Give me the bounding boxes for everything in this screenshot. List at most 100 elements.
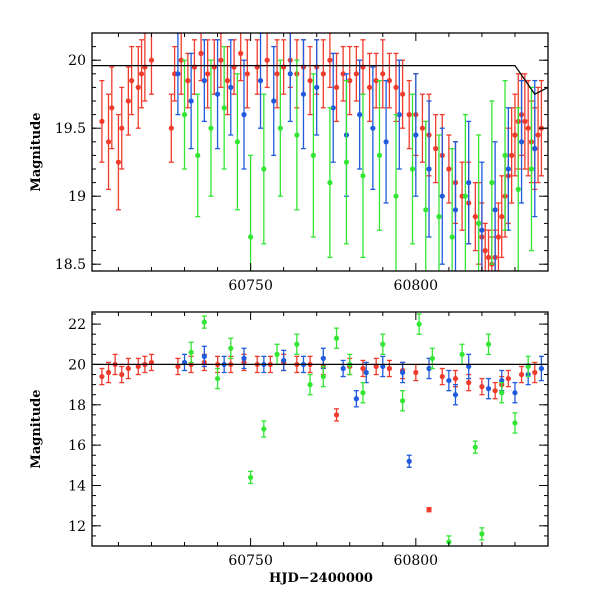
data-marker [479, 227, 485, 233]
red-point [479, 377, 485, 396]
data-marker [314, 84, 320, 90]
blue-point [353, 390, 359, 408]
blue-point [426, 100, 432, 238]
data-marker [218, 57, 224, 63]
data-marker [452, 392, 459, 398]
blue-point [452, 141, 459, 271]
data-marker [472, 214, 478, 220]
data-marker [307, 78, 313, 84]
data-marker [528, 166, 535, 172]
red-point [499, 175, 505, 259]
data-marker [466, 180, 472, 186]
green-point [499, 381, 505, 404]
data-marker [485, 386, 492, 392]
data-marker [333, 84, 340, 90]
green-point [528, 86, 535, 252]
red-point [333, 52, 340, 123]
data-marker [248, 234, 254, 240]
y-ticks [92, 313, 548, 547]
data-marker [502, 152, 508, 158]
data-marker [452, 375, 459, 382]
data-marker [277, 125, 283, 131]
data-marker [386, 78, 392, 84]
data-marker [512, 420, 518, 426]
blue-point [380, 355, 386, 378]
data-marker [393, 84, 399, 90]
data-marker [518, 371, 525, 378]
data-marker [449, 234, 455, 240]
data-marker [360, 365, 366, 372]
data-marker [426, 166, 432, 172]
data-marker [257, 78, 264, 84]
red-point [413, 363, 419, 382]
red-point [452, 369, 459, 388]
red-point [327, 33, 333, 89]
red-point [105, 93, 112, 191]
x-tick-label: 60800 [394, 278, 439, 294]
data-marker [400, 369, 406, 376]
red-point [205, 39, 211, 109]
data-marker [261, 166, 267, 172]
red-point [238, 33, 244, 82]
y-tick-label: 16 [68, 438, 86, 454]
data-marker [221, 105, 227, 111]
data-marker [419, 125, 426, 131]
data-marker [413, 369, 419, 376]
red-point [525, 79, 531, 177]
data-marker [400, 398, 406, 404]
blue-point [426, 357, 432, 380]
green-point [234, 73, 240, 211]
blue-point [181, 353, 188, 372]
red-point [366, 52, 373, 123]
green-point [515, 107, 521, 271]
axes-frame [91, 32, 549, 272]
data-marker [208, 125, 214, 131]
data-marker [294, 132, 300, 138]
data-marker [109, 105, 115, 111]
green-point [380, 333, 386, 356]
x-tick-label: 60750 [228, 278, 273, 294]
red-point [142, 33, 148, 102]
data-marker [472, 444, 478, 450]
green-point [489, 100, 495, 265]
green-point [459, 343, 465, 366]
data-marker [228, 345, 234, 351]
x-tick-label: 60800 [394, 553, 439, 569]
y-tick-label: 18 [68, 398, 86, 414]
data-marker [373, 363, 379, 370]
green-point [472, 440, 478, 454]
green-point [195, 93, 201, 218]
green-point [274, 343, 280, 366]
data-marker [333, 412, 340, 418]
data-marker [446, 166, 452, 172]
data-marker [175, 71, 181, 77]
data-marker [343, 159, 350, 165]
data-marker [99, 118, 105, 124]
data-marker [446, 377, 452, 384]
data-marker [532, 146, 538, 152]
data-marker [105, 139, 112, 145]
data-marker [99, 373, 105, 380]
red-point [135, 357, 141, 376]
red-point [495, 202, 502, 271]
data-marker [476, 220, 482, 226]
blue-point [466, 120, 472, 245]
data-marker [125, 365, 131, 372]
data-marker [492, 207, 498, 213]
blue-point [300, 39, 307, 150]
blue-point [281, 349, 287, 372]
red-point [148, 353, 155, 372]
blue-point [201, 39, 207, 123]
data-marker [330, 105, 336, 111]
data-marker [505, 166, 511, 172]
data-marker [274, 71, 280, 77]
data-marker [360, 173, 366, 179]
data-marker [380, 363, 386, 370]
data-marker [433, 146, 439, 152]
data-marker [535, 132, 541, 138]
red-point [224, 45, 231, 116]
red-point [433, 113, 439, 184]
blue-point [241, 59, 247, 170]
red-point [125, 357, 131, 380]
green-point [409, 93, 416, 245]
